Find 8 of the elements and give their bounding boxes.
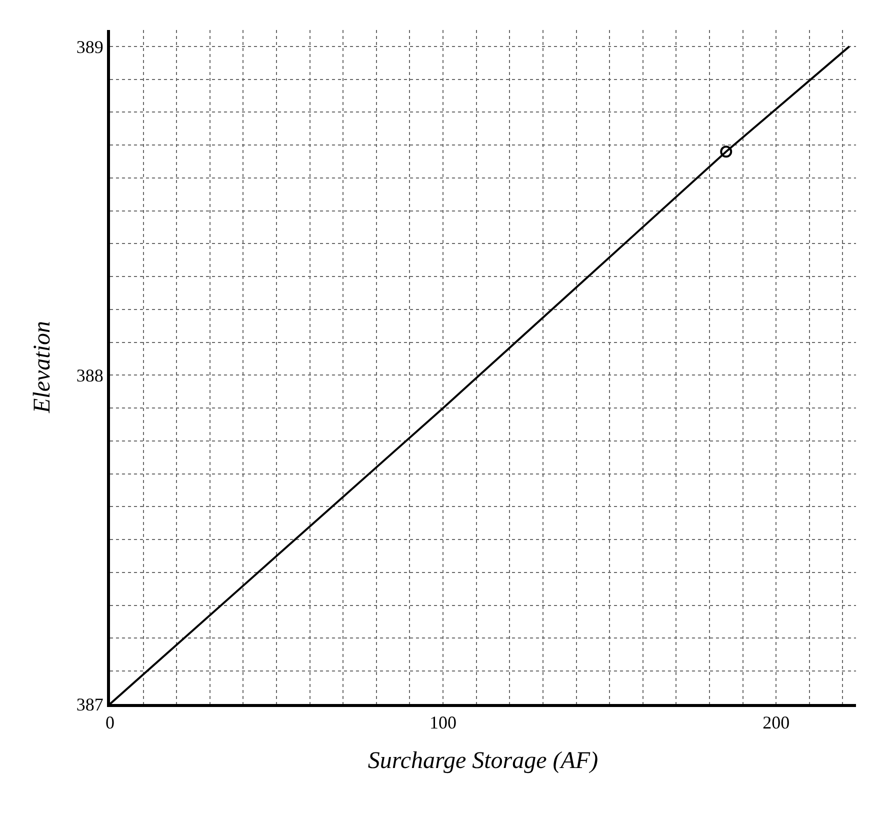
y-tick-label: 388: [76, 366, 104, 386]
y-tick-label: 389: [76, 36, 104, 57]
x-tick-label: 200: [762, 712, 790, 733]
y-axis-title: Elevation: [30, 321, 56, 414]
x-axis-title: Surcharge Storage (AF): [368, 748, 598, 774]
x-tick-label: 100: [430, 712, 457, 733]
x-tick-label: 0: [106, 712, 114, 733]
y-tick-label: 387: [76, 694, 104, 714]
